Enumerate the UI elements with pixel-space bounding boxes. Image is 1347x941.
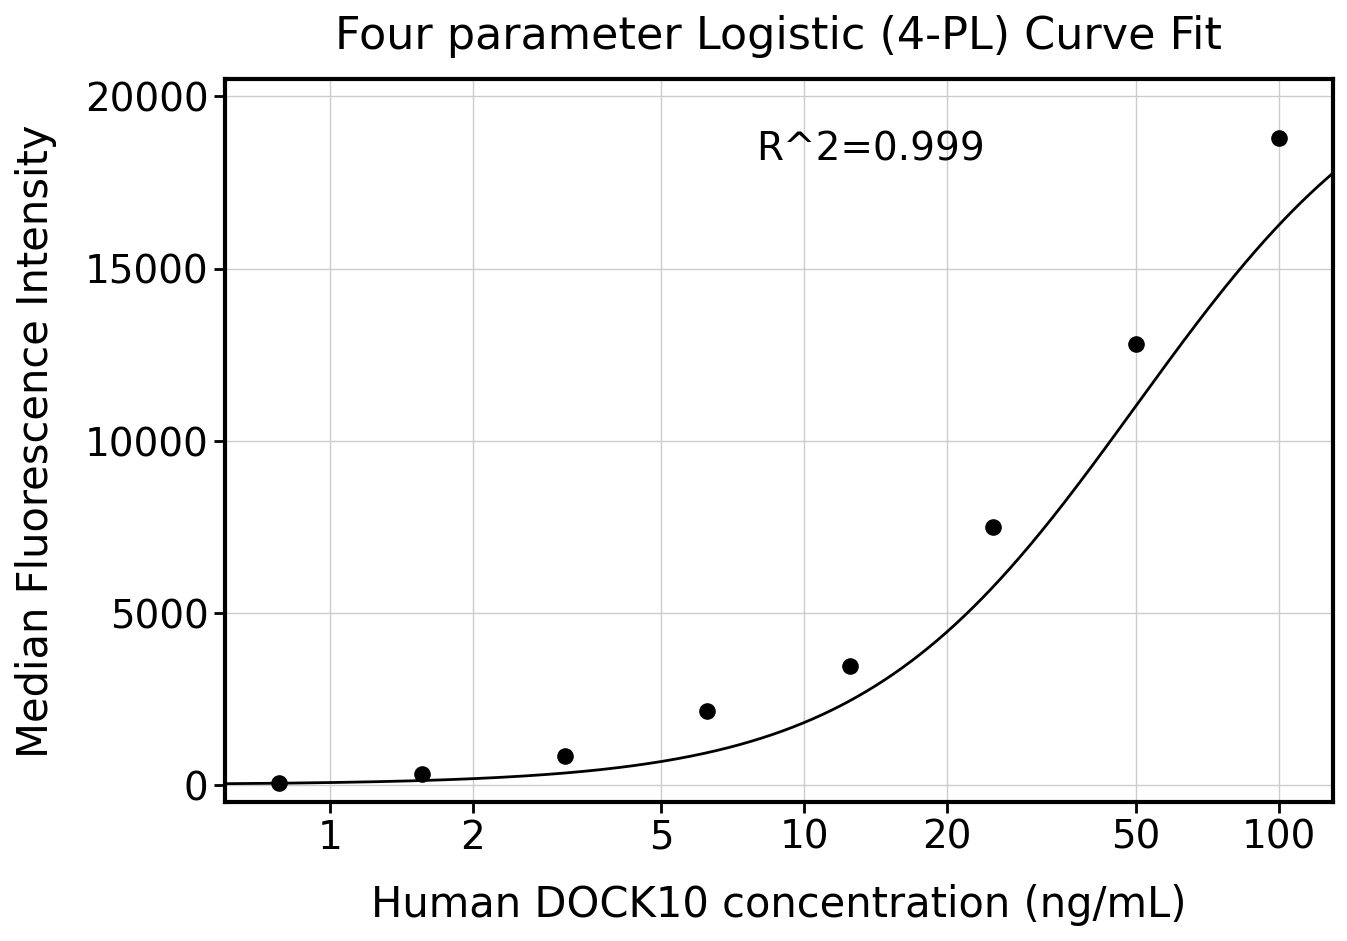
Text: R^2=0.999: R^2=0.999: [756, 130, 985, 168]
Point: [554, 749, 575, 764]
Point: [982, 519, 1004, 534]
Point: [696, 704, 718, 719]
X-axis label: Human DOCK10 concentration (ng/mL): Human DOCK10 concentration (ng/mL): [370, 884, 1185, 926]
Point: [268, 776, 290, 791]
Point: [411, 767, 432, 782]
Point: [839, 659, 861, 674]
Title: Four parameter Logistic (4-PL) Curve Fit: Four parameter Logistic (4-PL) Curve Fit: [335, 15, 1222, 58]
Y-axis label: Median Fluorescence Intensity: Median Fluorescence Intensity: [15, 124, 57, 758]
Point: [1268, 131, 1289, 146]
Point: [1125, 337, 1146, 352]
